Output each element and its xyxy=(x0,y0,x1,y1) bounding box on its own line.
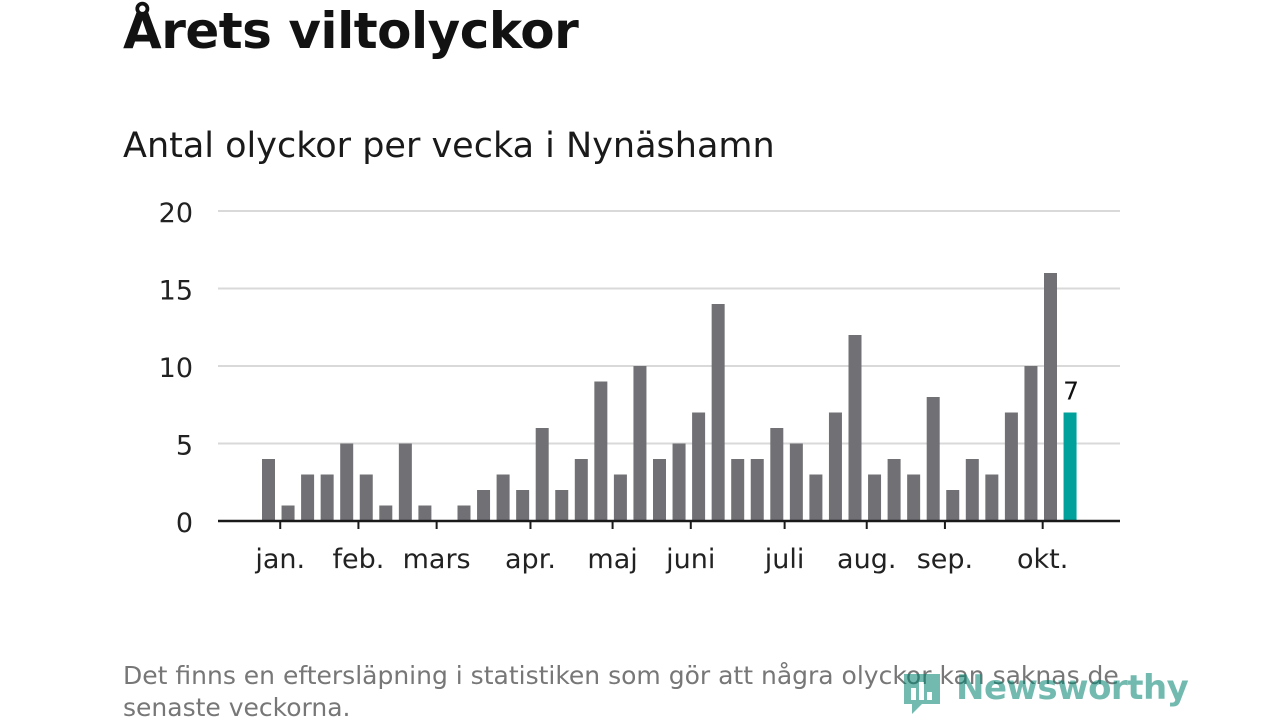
chart-subtitle: Antal olyckor per vecka i Nynäshamn xyxy=(123,126,775,166)
bar xyxy=(281,505,295,521)
bar xyxy=(359,474,373,521)
bar xyxy=(516,490,530,521)
y-tick-label: 15 xyxy=(159,276,193,307)
x-tick-label: juni xyxy=(665,544,715,575)
bar xyxy=(887,459,901,521)
y-tick-label: 5 xyxy=(176,431,193,462)
footnote: Det finns en eftersläpning i statistiken… xyxy=(123,661,1119,720)
bar xyxy=(770,428,784,521)
bar xyxy=(1024,366,1038,521)
bar xyxy=(496,474,510,521)
bar xyxy=(711,304,725,521)
x-tick-label: sep. xyxy=(917,544,973,575)
bar xyxy=(1044,273,1057,521)
bar xyxy=(633,366,647,521)
bar xyxy=(965,459,979,521)
bar xyxy=(731,459,745,521)
bar xyxy=(301,474,315,521)
bar xyxy=(398,443,412,521)
bar xyxy=(926,397,940,521)
bar xyxy=(946,490,960,521)
page-title: Årets viltolyckor xyxy=(123,2,579,60)
bar xyxy=(1004,412,1018,521)
x-tick-label: feb. xyxy=(333,544,385,575)
highlight-bar xyxy=(1063,412,1077,521)
bar xyxy=(750,459,764,521)
bar xyxy=(985,474,999,521)
bar xyxy=(809,474,823,521)
bar xyxy=(868,474,882,521)
bar xyxy=(457,505,471,521)
bar xyxy=(535,428,549,521)
bar xyxy=(613,474,627,521)
bar xyxy=(789,443,803,521)
x-tick-label: okt. xyxy=(1017,544,1068,575)
y-tick-label: 10 xyxy=(159,353,193,384)
x-tick-label: maj xyxy=(587,544,637,575)
newsworthy-logo-icon xyxy=(904,674,940,714)
bar xyxy=(379,505,393,521)
bar xyxy=(907,474,921,521)
y-tick-label: 0 xyxy=(176,508,193,539)
bar xyxy=(555,490,569,521)
logo-text: Newsworthy xyxy=(956,668,1189,708)
bar xyxy=(418,505,432,521)
bar xyxy=(262,459,275,521)
bar xyxy=(574,459,588,521)
bar xyxy=(692,412,706,521)
bar xyxy=(848,335,862,521)
x-tick-label: apr. xyxy=(505,544,556,575)
newsworthy-logo[interactable]: Newsworthy xyxy=(900,668,1189,718)
bar xyxy=(594,381,608,521)
x-tick-label: mars xyxy=(403,544,471,575)
bar xyxy=(672,443,686,521)
x-tick-label: jan. xyxy=(254,544,305,575)
bar xyxy=(320,474,334,521)
bar xyxy=(653,459,666,521)
x-tick-label: aug. xyxy=(837,544,896,575)
y-tick-label: 20 xyxy=(159,198,193,229)
bar xyxy=(477,490,491,521)
highlight-value-label: 7 xyxy=(1063,377,1079,406)
bar xyxy=(828,412,842,521)
x-tick-label: juli xyxy=(764,544,805,575)
bar xyxy=(340,443,354,521)
